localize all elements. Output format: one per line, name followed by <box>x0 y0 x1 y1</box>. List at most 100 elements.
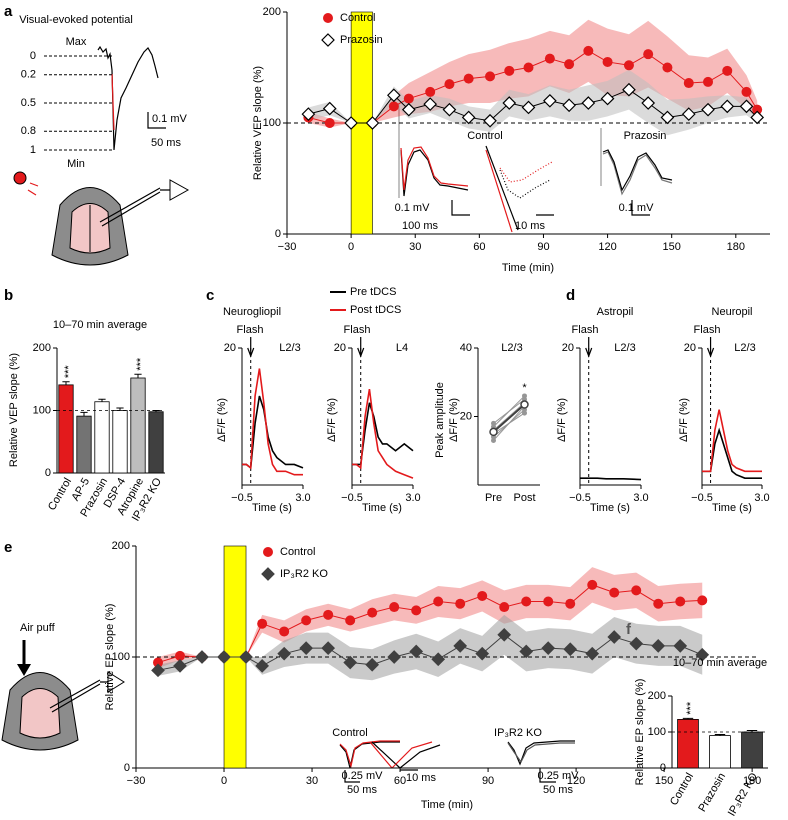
error-bar <box>62 381 70 385</box>
marker <box>703 76 714 87</box>
inset-trace <box>339 741 400 769</box>
layer-label: L2/3 <box>734 342 755 354</box>
bar <box>148 411 164 474</box>
marker <box>622 82 636 97</box>
trace-line <box>242 368 303 476</box>
legend-marker <box>261 567 275 581</box>
marker <box>453 639 468 653</box>
layer-label: L2/3 <box>279 342 300 354</box>
x-axis-label: Time (s) <box>712 502 752 514</box>
x-tick-label: 30 <box>409 241 421 253</box>
vep-schematic: Visual-evoked potential Max Min 0.1 mV 5… <box>19 14 187 170</box>
x-tick-label: 90 <box>482 775 494 787</box>
panel-label: b <box>4 287 13 304</box>
marker <box>701 102 715 117</box>
x-axis-label: Time (min) <box>502 262 554 274</box>
marker <box>752 104 763 115</box>
marker <box>477 590 488 601</box>
inset-trace <box>602 151 673 196</box>
marker <box>431 652 446 667</box>
marker <box>217 650 231 664</box>
panel-label: d <box>566 287 575 304</box>
schematic-title: Visual-evoked potential <box>19 14 133 26</box>
marker <box>607 630 622 644</box>
bar <box>741 731 763 769</box>
marker <box>279 626 290 637</box>
marker <box>387 88 401 103</box>
event-label: Flash <box>694 324 721 336</box>
y-tick-label: 0 <box>124 762 130 774</box>
y-tick-label: 20 <box>562 342 574 354</box>
x-tick-label: 150 <box>663 241 681 253</box>
scale-bar <box>147 112 166 129</box>
marker <box>433 596 444 607</box>
x-tick-label: 60 <box>394 775 406 787</box>
inset-trace <box>400 149 469 197</box>
annotation: Prazosin <box>624 130 667 142</box>
x-tick-label: 3.0 <box>405 492 420 504</box>
marker <box>343 655 358 670</box>
marker <box>643 49 654 60</box>
marker <box>581 96 596 110</box>
marker <box>411 605 422 616</box>
marker <box>741 86 752 97</box>
x-tick-label: 30 <box>306 775 318 787</box>
annotation: 0.1 mV <box>619 202 655 214</box>
error-bar <box>116 407 124 411</box>
mouse-schematic-e: Air puff <box>1 622 125 751</box>
y-tick-label: 200 <box>112 540 130 552</box>
mouse-schematic <box>13 171 190 266</box>
marker <box>521 100 536 115</box>
marker <box>499 602 510 613</box>
marker <box>750 110 765 125</box>
annotation: 50 ms <box>543 784 573 796</box>
marker <box>322 101 337 116</box>
scale-bar <box>451 200 470 216</box>
y-axis-label: ΔF/F (%) <box>326 398 338 442</box>
marker <box>695 647 710 662</box>
marker <box>562 98 576 113</box>
x-tick-label: 90 <box>537 241 549 253</box>
annotation: Control <box>467 130 502 142</box>
scale-time: 50 ms <box>151 137 181 149</box>
marker <box>425 86 436 97</box>
inset-trace <box>400 146 469 191</box>
marker <box>602 56 613 67</box>
subject-point <box>491 437 496 443</box>
marker <box>423 97 438 111</box>
trace-line <box>580 477 642 481</box>
x-tick-label: Pre <box>485 492 502 504</box>
marker <box>519 644 534 659</box>
chart-title: Astropil <box>597 306 634 318</box>
zoom-trace <box>369 741 433 769</box>
error-bar <box>98 398 106 402</box>
subject-line <box>493 405 525 441</box>
mean-line <box>492 403 526 433</box>
subject-line <box>493 402 525 431</box>
scale-bar <box>539 768 556 783</box>
marker <box>323 609 334 620</box>
marker <box>504 65 515 76</box>
marker <box>563 642 578 657</box>
y-tick-label: 100 <box>648 726 666 738</box>
marker <box>600 91 615 106</box>
trace-line <box>352 388 414 479</box>
marker <box>175 650 186 661</box>
marker <box>299 641 314 655</box>
level-label: 0.8 <box>21 125 36 137</box>
legend-label: Prazosin <box>340 34 383 46</box>
marker <box>683 78 694 89</box>
y-tick-label: 20 <box>224 342 236 354</box>
panel-label: e <box>4 539 12 556</box>
annotation: 50 ms <box>347 784 377 796</box>
significance: * <box>522 382 527 394</box>
marker <box>631 585 642 596</box>
mouse-skull <box>19 688 61 739</box>
marker <box>587 579 598 590</box>
marker <box>641 96 656 110</box>
y-axis-label: ΔF/F (%) <box>678 398 690 442</box>
marker <box>720 99 735 114</box>
marker <box>239 650 253 664</box>
subject-point <box>522 410 527 416</box>
marker <box>367 607 378 618</box>
